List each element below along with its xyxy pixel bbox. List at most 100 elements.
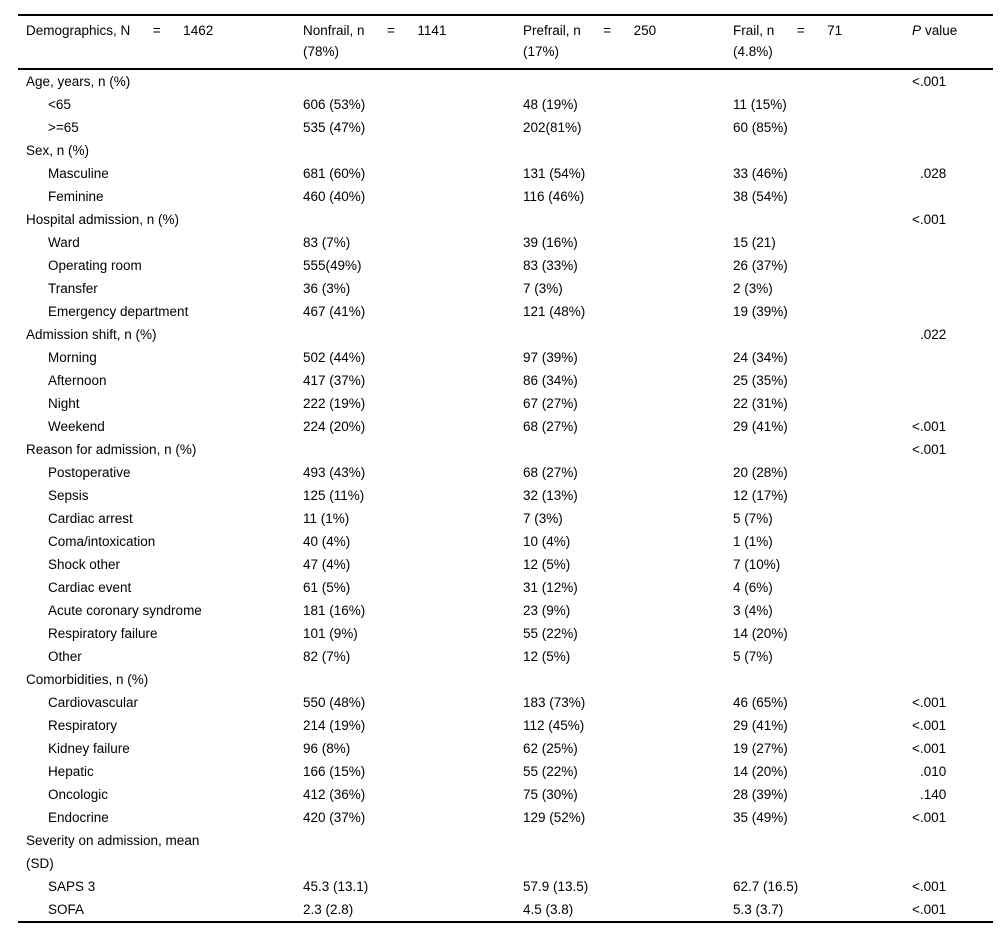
table-row: Emergency department 467 (41%) 121 (48%) 19… — [18, 300, 993, 323]
header-pvalue-p: P — [912, 23, 922, 38]
cell-prefrail: 62 (25%) — [523, 741, 578, 756]
cell-prefrail: 55 (22%) — [523, 626, 578, 641]
cell-nonfrail — [303, 208, 523, 231]
header-nonfrail-label: Nonfrail, n = 1141 — [303, 23, 447, 38]
cell-frail: 24 (34%) — [733, 350, 788, 365]
cell-nonfrail: 101 (9%) — [303, 626, 358, 641]
cell-nonfrail — [303, 829, 523, 875]
row-label: Shock other — [48, 557, 121, 572]
cell-nonfrail: 11 (1%) — [303, 511, 350, 526]
cell-prefrail: 121 (48%) — [523, 304, 586, 319]
header-frail-percent: (4.8%) — [733, 44, 773, 59]
cell-pvalue — [912, 829, 993, 875]
cell-nonfrail: 493 (43%) — [303, 465, 366, 480]
cell-nonfrail: 224 (20%) — [303, 419, 366, 434]
cell-pvalue — [912, 668, 993, 691]
cell-nonfrail — [303, 438, 523, 461]
row-label: Operating room — [48, 258, 142, 273]
cell-frail: 29 (41%) — [733, 419, 788, 434]
cell-frail: 3 (4%) — [733, 603, 773, 618]
cell-pvalue — [912, 622, 993, 645]
cell-pvalue — [912, 461, 993, 484]
header-prefrail: Prefrail, n = 250 (17%) — [523, 20, 733, 62]
cell-frail: 28 (39%) — [733, 787, 788, 802]
cell-frail: 14 (20%) — [733, 626, 788, 641]
cell-nonfrail: 96 (8%) — [303, 741, 351, 756]
cell-nonfrail: 535 (47%) — [303, 120, 366, 135]
cell-prefrail — [523, 70, 733, 93]
cell-pvalue — [912, 185, 993, 208]
cell-prefrail: 55 (22%) — [523, 764, 578, 779]
row-label: Respiratory — [48, 718, 118, 733]
row-label: Cardiac event — [48, 580, 132, 595]
cell-pvalue: <.001 — [912, 695, 947, 710]
cell-frail: 26 (37%) — [733, 258, 788, 273]
cell-nonfrail: 82 (7%) — [303, 649, 351, 664]
cell-nonfrail: 214 (19%) — [303, 718, 366, 733]
header-prefrail-percent: (17%) — [523, 44, 560, 59]
row-label: Other — [48, 649, 82, 664]
cell-pvalue — [912, 530, 993, 553]
cell-pvalue — [912, 484, 993, 507]
cell-prefrail: 68 (27%) — [523, 465, 578, 480]
cell-pvalue — [912, 369, 993, 392]
cell-prefrail: 67 (27%) — [523, 396, 578, 411]
cell-nonfrail: 555(49%) — [303, 258, 362, 273]
cell-frail: 46 (65%) — [733, 695, 788, 710]
cell-prefrail: 97 (39%) — [523, 350, 578, 365]
table-row: Morning 502 (44%) 97 (39%) 24 (34%) — [18, 346, 993, 369]
cell-pvalue — [912, 254, 993, 277]
table-row: Hospital admission, n (%) <.001 — [18, 208, 993, 231]
cell-frail: 11 (15%) — [733, 97, 787, 112]
table-row: Kidney failure 96 (8%) 62 (25%) 19 (27%) <.0… — [18, 737, 993, 760]
cell-pvalue — [912, 392, 993, 415]
cell-prefrail: 57.9 (13.5) — [523, 879, 589, 894]
cell-frail: 1 (1%) — [733, 534, 773, 549]
cell-frail: 25 (35%) — [733, 373, 788, 388]
cell-frail: 5.3 (3.7) — [733, 902, 784, 917]
cell-pvalue — [912, 346, 993, 369]
cell-pvalue: .140 — [920, 787, 947, 802]
cell-pvalue: .028 — [920, 166, 947, 181]
row-label: Weekend — [48, 419, 105, 434]
cell-pvalue: <.001 — [912, 74, 947, 89]
header-prefrail-label: Prefrail, n = 250 — [523, 23, 657, 38]
row-label: Comorbidities, n (%) — [26, 672, 149, 687]
cell-nonfrail — [303, 139, 523, 162]
header-frail-label: Frail, n = 71 — [733, 23, 843, 38]
cell-pvalue — [912, 139, 993, 162]
cell-frail: 20 (28%) — [733, 465, 788, 480]
table-row: Admission shift, n (%) .022 — [18, 323, 993, 346]
cell-nonfrail — [303, 668, 523, 691]
cell-nonfrail: 181 (16%) — [303, 603, 366, 618]
table-row: >=65 535 (47%) 202(81%) 60 (85%) — [18, 116, 993, 139]
cell-pvalue: .022 — [920, 327, 947, 342]
cell-nonfrail: 412 (36%) — [303, 787, 366, 802]
row-label: Age, years, n (%) — [26, 74, 131, 89]
cell-prefrail: 48 (19%) — [523, 97, 578, 112]
cell-nonfrail: 502 (44%) — [303, 350, 366, 365]
cell-nonfrail — [303, 70, 523, 93]
table-row: Comorbidities, n (%) — [18, 668, 993, 691]
row-label: Cardiovascular — [48, 695, 139, 710]
table-row: SOFA 2.3 (2.8) 4.5 (3.8) 5.3 (3.7) <.001 — [18, 898, 993, 921]
table-row: SAPS 3 45.3 (13.1) 57.9 (13.5) 62.7 (16.5) <… — [18, 875, 993, 898]
cell-prefrail: 4.5 (3.8) — [523, 902, 574, 917]
table-row: Feminine 460 (40%) 116 (46%) 38 (54%) — [18, 185, 993, 208]
cell-pvalue: .010 — [920, 764, 947, 779]
cell-frail: 62.7 (16.5) — [733, 879, 799, 894]
row-label: Hospital admission, n (%) — [26, 212, 180, 227]
cell-frail: 4 (6%) — [733, 580, 773, 595]
row-label: Transfer — [48, 281, 98, 296]
table-row: Sex, n (%) — [18, 139, 993, 162]
cell-nonfrail: 417 (37%) — [303, 373, 366, 388]
header-nonfrail: Nonfrail, n = 1141 (78%) — [303, 20, 523, 62]
header-demographics: Demographics, N = 1462 — [18, 20, 303, 62]
cell-frail: 5 (7%) — [733, 511, 773, 526]
row-label: Reason for admission, n (%) — [26, 442, 197, 457]
row-label: Admission shift, n (%) — [26, 327, 157, 342]
row-label: Severity on admission, mean (SD) — [26, 833, 200, 871]
cell-frail: 5 (7%) — [733, 649, 773, 664]
table-row: Other 82 (7%) 12 (5%) 5 (7%) — [18, 645, 993, 668]
cell-pvalue: <.001 — [912, 419, 947, 434]
